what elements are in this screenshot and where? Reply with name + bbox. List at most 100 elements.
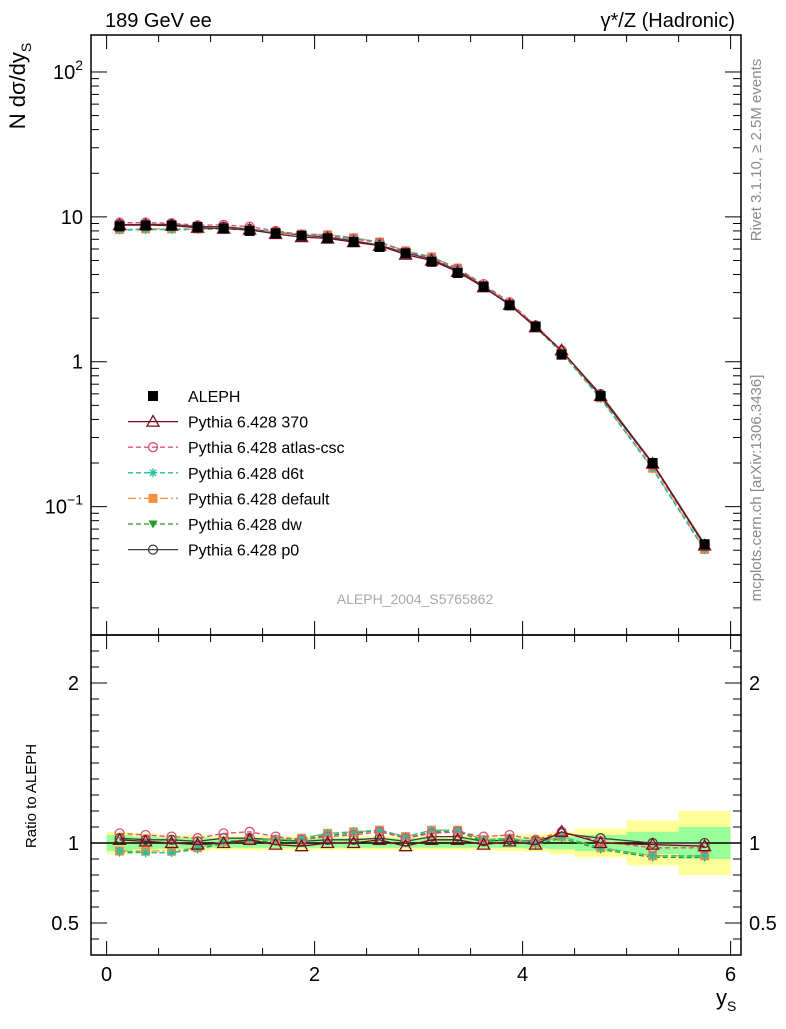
- ratio-point-pythia-6-428-370: [424, 832, 439, 845]
- ratio-point-pythia-6-428-atlas-csc: [478, 831, 489, 842]
- data-point-aleph: [270, 228, 281, 239]
- ratio-point-pythia-6-428-370: [268, 837, 283, 850]
- data-point-aleph: [348, 237, 359, 248]
- ratio-point-pythia-6-428-370: [164, 835, 179, 849]
- ratio-point-pythia-6-428-370: [320, 835, 335, 849]
- data-point-aleph: [140, 220, 151, 231]
- ratio-point-pythia-6-428-370: [645, 837, 660, 850]
- ratio-point-pythia-6-428-d6t: [427, 825, 437, 835]
- ratio-tick-label-right: 1: [749, 833, 760, 855]
- data-point-aleph: [400, 248, 411, 259]
- ratio-point-pythia-6-428-370: [190, 837, 205, 850]
- ratio-point-pythia-6-428-p0: [166, 834, 177, 845]
- data-point-aleph: [699, 539, 710, 550]
- ratio-y-axis-label: Ratio to ALEPH: [23, 744, 40, 848]
- ratio-point-pythia-6-428-370: [112, 832, 127, 845]
- data-point-aleph: [192, 222, 203, 233]
- legend: ALEPH Pythia 6.428 370 Pythia 6.428 atlas-…: [128, 389, 345, 560]
- main-panel-series: [112, 217, 712, 555]
- ratio-point-pythia-6-428-atlas-csc: [400, 833, 411, 844]
- ratio-point-pythia-6-428-atlas-csc: [296, 834, 307, 845]
- ratio-point-pythia-6-428-d6t: [453, 825, 463, 835]
- legend-label: Pythia 6.428 370: [188, 415, 308, 432]
- ratio-point-pythia-6-428-d6t: [349, 827, 359, 837]
- data-point-aleph: [452, 267, 463, 278]
- ratio-point-pythia-6-428-atlas-csc: [140, 829, 151, 841]
- data-point-aleph: [166, 220, 177, 231]
- ratio-point-pythia-6-428-370: [697, 838, 712, 852]
- legend-marker: [148, 391, 158, 401]
- ratio-point-pythia-6-428-d6t: [375, 825, 385, 835]
- ratio-point-pythia-6-428-d6t: [505, 833, 515, 843]
- ratio-tick-label: 1: [68, 833, 79, 855]
- ratio-point-pythia-6-428-d6t: [648, 851, 658, 861]
- ratio-point-pythia-6-428-d6t: [323, 828, 333, 838]
- legend-label: Pythia 6.428 d6t: [188, 466, 304, 483]
- ratio-point-pythia-6-428-370: [502, 834, 517, 847]
- ratio-point-pythia-6-428-atlas-csc: [322, 831, 333, 842]
- data-point-aleph: [504, 300, 515, 311]
- ratio-tick-label-right: 2: [749, 673, 760, 695]
- y-tick-label: 102: [53, 57, 83, 84]
- process-label: γ*/Z (Hadronic): [601, 10, 735, 32]
- legend-marker: [145, 414, 161, 427]
- ratio-point-pythia-6-428-d6t: [141, 848, 151, 858]
- x-tick-label: 6: [725, 964, 736, 986]
- ratio-point-pythia-6-428-atlas-csc: [270, 831, 281, 842]
- ratio-point-pythia-6-428-370: [346, 835, 361, 849]
- legend-label: Pythia 6.428 default: [188, 491, 330, 508]
- axes: 0 2 4 6 102 10 1 10−1 2 2 1 1 0.5 0.5: [45, 34, 777, 986]
- ratio-point-pythia-6-428-370: [528, 837, 543, 850]
- data-point-aleph: [322, 233, 333, 244]
- ratio-point-pythia-6-428-370: [242, 832, 257, 845]
- ratio-point-pythia-6-428-d6t: [167, 848, 177, 858]
- legend-marker: [148, 520, 158, 529]
- data-point-aleph: [426, 256, 437, 267]
- legend-marker: [147, 544, 159, 555]
- ratio-point-pythia-6-428-d6t: [401, 832, 411, 842]
- ratio-point-pythia-6-428-370: [138, 834, 153, 847]
- x-tick-label: 2: [309, 964, 320, 986]
- x-tick-label: 4: [517, 964, 528, 986]
- x-axis-label: yS: [716, 985, 736, 1014]
- data-point-aleph: [114, 221, 125, 232]
- legend-label: ALEPH: [188, 389, 240, 406]
- data-point-aleph: [374, 241, 385, 252]
- legend-marker: [148, 468, 158, 478]
- ratio-point-pythia-6-428-d6t: [193, 843, 203, 853]
- ratio-tick-label-right: 0.5: [749, 913, 777, 935]
- ratio-panel-series: [112, 824, 712, 862]
- ratio-point-pythia-6-428-atlas-csc: [426, 828, 437, 839]
- ratio-tick-label: 2: [68, 673, 79, 695]
- ratio-point-pythia-6-428-atlas-csc: [114, 828, 125, 839]
- ratio-line-pythia-6-428-370: [119, 831, 705, 847]
- legend-marker: [147, 442, 159, 453]
- ratio-tick-label: 0.5: [51, 913, 79, 935]
- ratio-point-pythia-6-428-atlas-csc: [647, 842, 658, 853]
- ratio-point-pythia-6-428-p0: [699, 837, 710, 849]
- ratio-point-pythia-6-428-d6t: [219, 836, 229, 846]
- ratio-point-pythia-6-428-d6t: [700, 851, 710, 861]
- ratio-point-pythia-6-428-atlas-csc: [348, 829, 359, 841]
- data-point-aleph: [244, 225, 255, 236]
- ratio-point-pythia-6-428-370: [372, 832, 387, 845]
- ratio-point-pythia-6-428-d6t: [297, 833, 307, 843]
- ratio-point-pythia-6-428-370: [398, 838, 413, 852]
- data-point-aleph: [556, 349, 567, 360]
- rivet-label: Rivet 3.1.10, ≥ 2.5M events: [748, 59, 765, 242]
- legend-marker: [148, 493, 158, 503]
- ratio-point-pythia-6-428-d6t: [115, 846, 125, 856]
- ratio-point-pythia-6-428-370: [593, 835, 608, 849]
- data-point-aleph: [296, 230, 307, 241]
- data-point-aleph: [478, 281, 489, 292]
- ratio-point-pythia-6-428-atlas-csc: [374, 826, 385, 837]
- ratio-point-pythia-6-428-atlas-csc: [504, 829, 515, 841]
- energy-label: 189 GeV ee: [105, 10, 212, 32]
- legend-label: Pythia 6.428 dw: [188, 517, 302, 534]
- legend-label: Pythia 6.428 atlas-csc: [188, 440, 345, 457]
- ratio-point-pythia-6-428-atlas-csc: [166, 831, 177, 842]
- y-tick-label: 10: [61, 207, 83, 229]
- x-tick-label: 0: [101, 964, 112, 986]
